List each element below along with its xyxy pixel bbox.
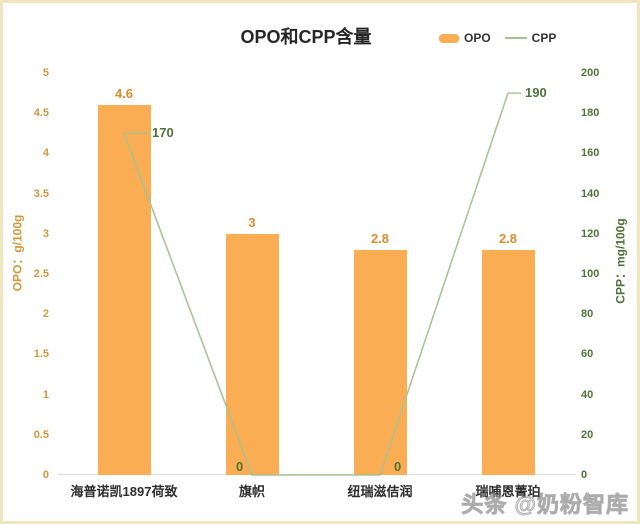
line-value-label: 0 <box>236 459 244 474</box>
right-axis-tick: 200 <box>581 67 600 79</box>
right-axis-tick: 160 <box>581 147 600 160</box>
left-axis-tick: 2 <box>42 308 49 321</box>
left-axis-tick: 5 <box>42 67 49 79</box>
bar-opo <box>97 105 151 475</box>
left-axis-tick: 4.5 <box>33 107 49 120</box>
legend-item-cpp: CPP <box>504 31 557 45</box>
left-axis-tick: 3 <box>42 227 49 240</box>
right-axis-tick: 100 <box>581 268 600 280</box>
right-axis-tick: 140 <box>581 187 600 200</box>
left-axis-tick: 2.5 <box>33 268 49 280</box>
bar-value-label: 2.8 <box>370 230 390 246</box>
left-axis-tick: 3.5 <box>33 187 49 200</box>
line-value-label: 170 <box>152 125 174 141</box>
category-label: 纽瑞滋佶润 <box>347 484 413 499</box>
left-axis-tick: 4 <box>42 147 49 160</box>
right-axis-tick: 0 <box>581 469 588 481</box>
bar-value-label: 3 <box>248 214 256 230</box>
category-label: 旗帜 <box>238 484 265 499</box>
legend-item-opo: OPO <box>439 31 491 45</box>
line-value-label: 0 <box>394 459 402 474</box>
opo-bar-swatch-icon <box>439 33 459 43</box>
right-axis-tick: 80 <box>581 308 594 321</box>
bar-opo <box>481 249 535 475</box>
right-axis-tick: 60 <box>581 348 594 361</box>
category-label: 瑞哺恩菁珀 <box>475 484 541 499</box>
bar-value-label: 4.6 <box>114 86 134 102</box>
category-label: 海普诺凯1897荷致 <box>70 484 178 499</box>
legend-label-cpp: CPP <box>531 31 557 45</box>
legend-label-opo: OPO <box>464 31 491 45</box>
bar-value-label: 2.8 <box>498 230 518 246</box>
left-axis-tick: 1.5 <box>33 348 49 361</box>
right-axis-title: CPP：mg/100g <box>613 218 628 304</box>
watermark: 头条 @奶粉智库 <box>461 492 629 518</box>
bar-opo <box>225 233 279 475</box>
right-axis-tick: 20 <box>581 428 594 441</box>
right-axis-tick: 40 <box>581 388 594 401</box>
legend: OPO CPP <box>439 31 556 45</box>
right-axis-tick: 120 <box>581 227 600 240</box>
left-axis-tick: 0.5 <box>33 428 49 441</box>
left-axis-tick: 1 <box>42 388 49 401</box>
left-axis-tick: 0 <box>42 469 49 481</box>
line-value-label: 190 <box>525 85 547 101</box>
right-axis-tick: 180 <box>581 107 600 120</box>
bar-opo <box>353 249 407 475</box>
cpp-line-swatch-icon <box>504 37 527 39</box>
chart-title: OPO和CPP含量 <box>240 27 372 47</box>
